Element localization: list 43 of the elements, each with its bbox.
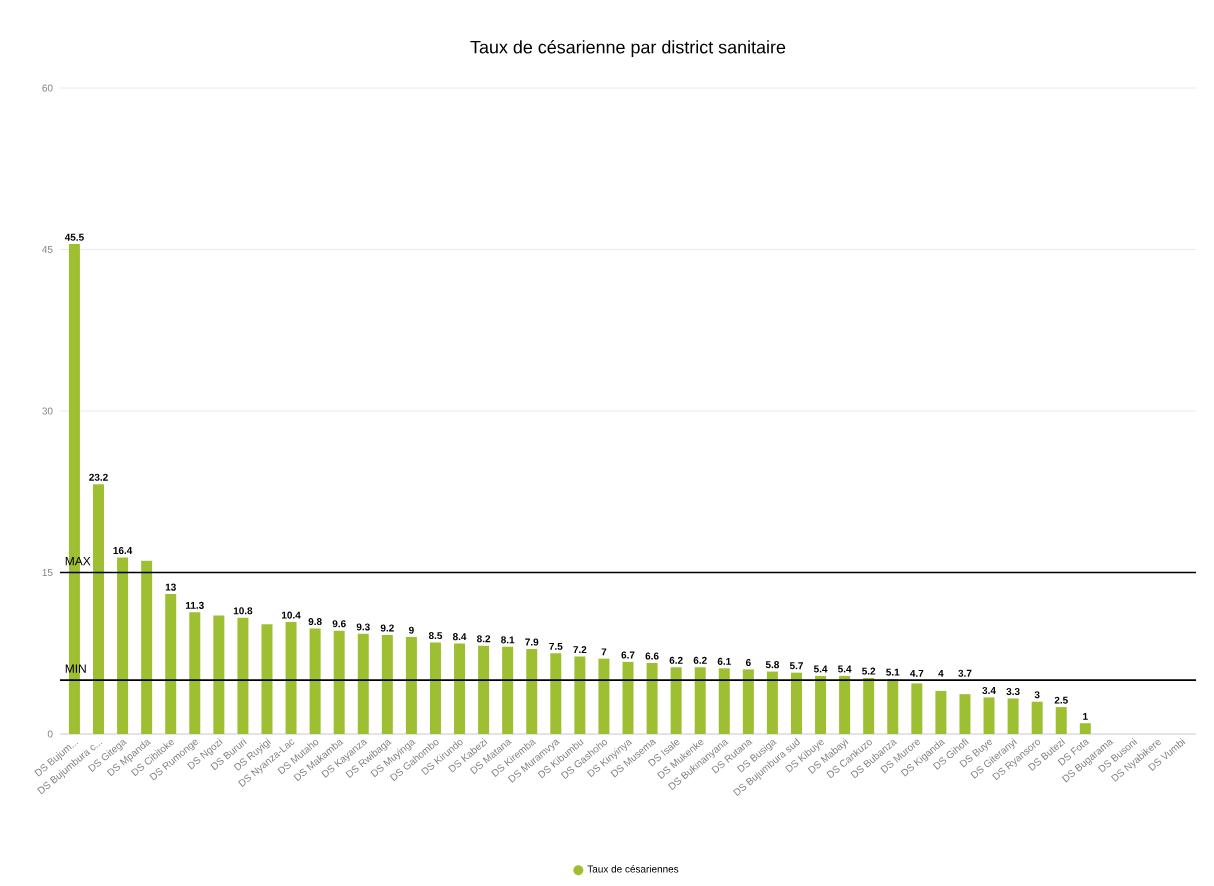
bar xyxy=(526,648,538,734)
bar xyxy=(213,615,225,734)
bar xyxy=(285,622,297,734)
bar xyxy=(815,675,827,734)
bar xyxy=(93,484,105,734)
bar xyxy=(622,661,634,734)
bar xyxy=(598,658,610,734)
bar xyxy=(405,637,417,734)
bar xyxy=(333,630,345,734)
bar xyxy=(670,667,682,734)
bar xyxy=(959,694,971,734)
bar xyxy=(863,678,875,734)
chart-title: Taux de césarienne par district sanitaire xyxy=(470,40,786,57)
bar xyxy=(1007,698,1019,734)
bar xyxy=(887,679,899,734)
bar xyxy=(429,642,441,734)
bar xyxy=(1031,701,1043,734)
bar xyxy=(261,624,273,734)
bar xyxy=(646,662,658,734)
bar xyxy=(839,675,851,734)
bar xyxy=(550,653,562,734)
bar xyxy=(574,656,586,734)
bar xyxy=(694,667,706,734)
bar xyxy=(742,669,754,734)
bar xyxy=(983,697,995,734)
bar xyxy=(117,557,129,734)
bar xyxy=(1079,723,1091,734)
bar xyxy=(381,634,393,734)
bar xyxy=(790,672,802,734)
bar xyxy=(1055,707,1067,734)
bar xyxy=(309,628,321,734)
bar xyxy=(766,671,778,734)
bar xyxy=(454,643,466,734)
bar xyxy=(165,594,177,734)
bar xyxy=(237,617,249,734)
bar xyxy=(478,645,490,734)
bar xyxy=(189,612,201,734)
bar xyxy=(357,633,369,734)
bar xyxy=(718,668,730,734)
bar xyxy=(141,560,153,734)
bar xyxy=(935,690,947,734)
bar xyxy=(911,683,923,734)
bar xyxy=(502,646,514,734)
